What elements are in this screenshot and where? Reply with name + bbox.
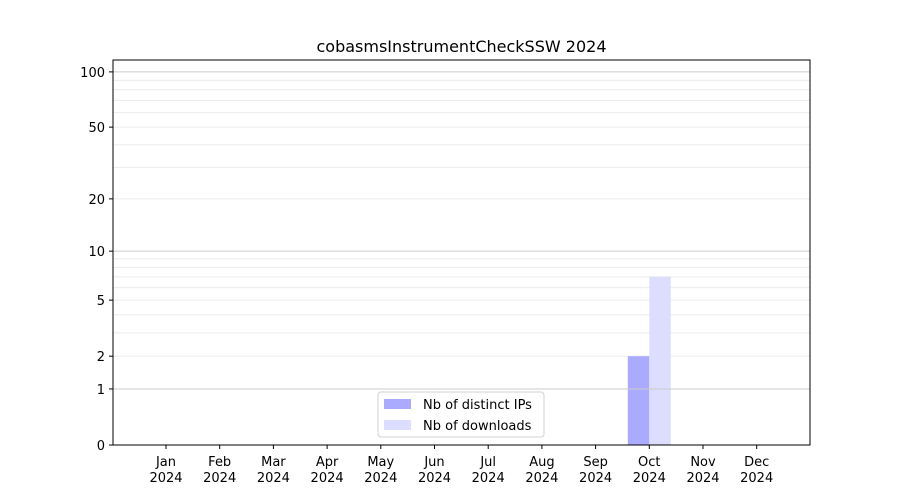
legend-label: Nb of downloads xyxy=(423,419,532,434)
major-grid xyxy=(113,71,810,390)
y-tick-label: 2 xyxy=(97,350,105,365)
bar-downloads xyxy=(649,276,671,445)
y-tick-label: 10 xyxy=(88,245,105,260)
x-tick-label: Apr xyxy=(316,455,339,470)
x-tick-label: Jan xyxy=(155,455,176,470)
legend-swatch xyxy=(384,399,411,409)
x-tick-label: Mar xyxy=(261,455,286,470)
legend-box xyxy=(377,391,545,438)
legend-swatch xyxy=(384,420,411,430)
x-tick-label: 2024 xyxy=(633,471,666,486)
y-tick-label: 100 xyxy=(80,66,105,81)
x-tick-label: 2024 xyxy=(257,471,290,486)
x-tick-label: 2024 xyxy=(686,471,719,486)
x-tick-label: 2024 xyxy=(149,471,182,486)
x-tick-label: Aug xyxy=(529,455,554,470)
x-tick-label: Nov xyxy=(690,455,716,470)
x-tick-label: 2024 xyxy=(311,471,344,486)
x-tick-label: May xyxy=(367,455,394,470)
x-tick-label: 2024 xyxy=(579,471,612,486)
x-tick-label: Dec xyxy=(744,455,769,470)
y-tick-label: 20 xyxy=(88,193,105,208)
y-tick-label: 50 xyxy=(88,121,105,136)
bar-distinct-ips xyxy=(627,356,650,445)
x-tick-label: Sep xyxy=(583,455,608,470)
x-tick-label: 2024 xyxy=(364,471,397,486)
x-tick-label: 2024 xyxy=(203,471,236,486)
y-tick-label: 5 xyxy=(97,294,105,309)
y-tick-label: 1 xyxy=(97,383,105,398)
x-tick-label: 2024 xyxy=(472,471,505,486)
x-tick-label: Jun xyxy=(423,455,444,470)
x-tick-label: 2024 xyxy=(525,471,558,486)
y-axis: 0 1 2 5 10 20 50 100 xyxy=(80,66,113,454)
bars xyxy=(627,276,671,445)
x-tick-label: 2024 xyxy=(418,471,451,486)
x-tick-label: 2024 xyxy=(740,471,773,486)
y-tick-label: 0 xyxy=(97,439,105,454)
plot-frame xyxy=(112,59,811,446)
x-axis: Jan2024Feb2024Mar2024Apr2024May2024Jun20… xyxy=(149,445,773,486)
grid xyxy=(113,79,810,357)
chart-title: cobasmsInstrumentCheckSSW 2024 xyxy=(317,37,607,56)
legend: Nb of distinct IPs Nb of downloads xyxy=(377,391,545,438)
legend-label: Nb of distinct IPs xyxy=(423,398,532,413)
x-tick-label: Oct xyxy=(638,455,660,470)
x-tick-label: Jul xyxy=(479,455,496,470)
x-tick-label: Feb xyxy=(208,455,231,470)
